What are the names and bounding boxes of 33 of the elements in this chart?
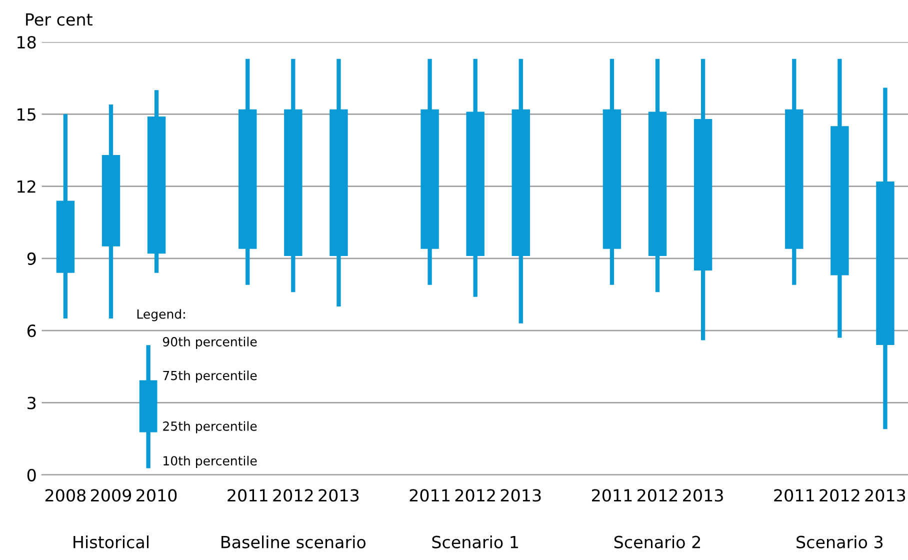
- y-tick-label: 9: [27, 252, 36, 266]
- x-tick-label: 2012: [638, 489, 678, 502]
- annotation: 25th percentile: [163, 421, 257, 434]
- text: Historical: [74, 535, 148, 548]
- x-tick-label: 2011: [228, 489, 268, 502]
- text: Scenario 1: [432, 535, 518, 548]
- x-tick-label: 2013: [683, 489, 723, 502]
- annotation: 10th percentile: [164, 456, 257, 468]
- text: Scenario 3: [796, 535, 883, 548]
- y-tick-label: 12: [18, 180, 36, 193]
- y-tick-label: 6: [27, 324, 36, 338]
- x-tick-label: 2011: [592, 489, 632, 502]
- x-tick-label: 2010: [136, 489, 177, 502]
- y-tick-label: 3: [28, 396, 36, 410]
- x-tick-label: 2013: [500, 489, 541, 502]
- text: Scenario 2: [614, 535, 700, 548]
- x-tick-label: 2008: [45, 489, 86, 502]
- annotation: 90th percentile: [162, 336, 257, 349]
- x-tick-label: 2011: [410, 489, 450, 502]
- x-tick-label: 2011: [774, 489, 814, 502]
- x-tick-label: 2012: [455, 489, 495, 502]
- x-tick-label: 2013: [318, 489, 359, 502]
- y-tick-label: 0: [27, 468, 36, 482]
- text: Baseline scenario: [222, 535, 366, 548]
- legend-title: Legend:: [137, 309, 185, 322]
- annotation: 75th percentile: [163, 370, 257, 383]
- x-tick-label: 2009: [91, 489, 132, 502]
- x-tick-label: 2012: [820, 489, 860, 502]
- x-tick-label: 2013: [865, 489, 906, 502]
- y-tick-label: 15: [18, 108, 36, 121]
- y-axis-title: Per cent: [26, 13, 92, 26]
- y-tick-label: 18: [18, 36, 36, 49]
- x-tick-label: 2012: [273, 489, 313, 502]
